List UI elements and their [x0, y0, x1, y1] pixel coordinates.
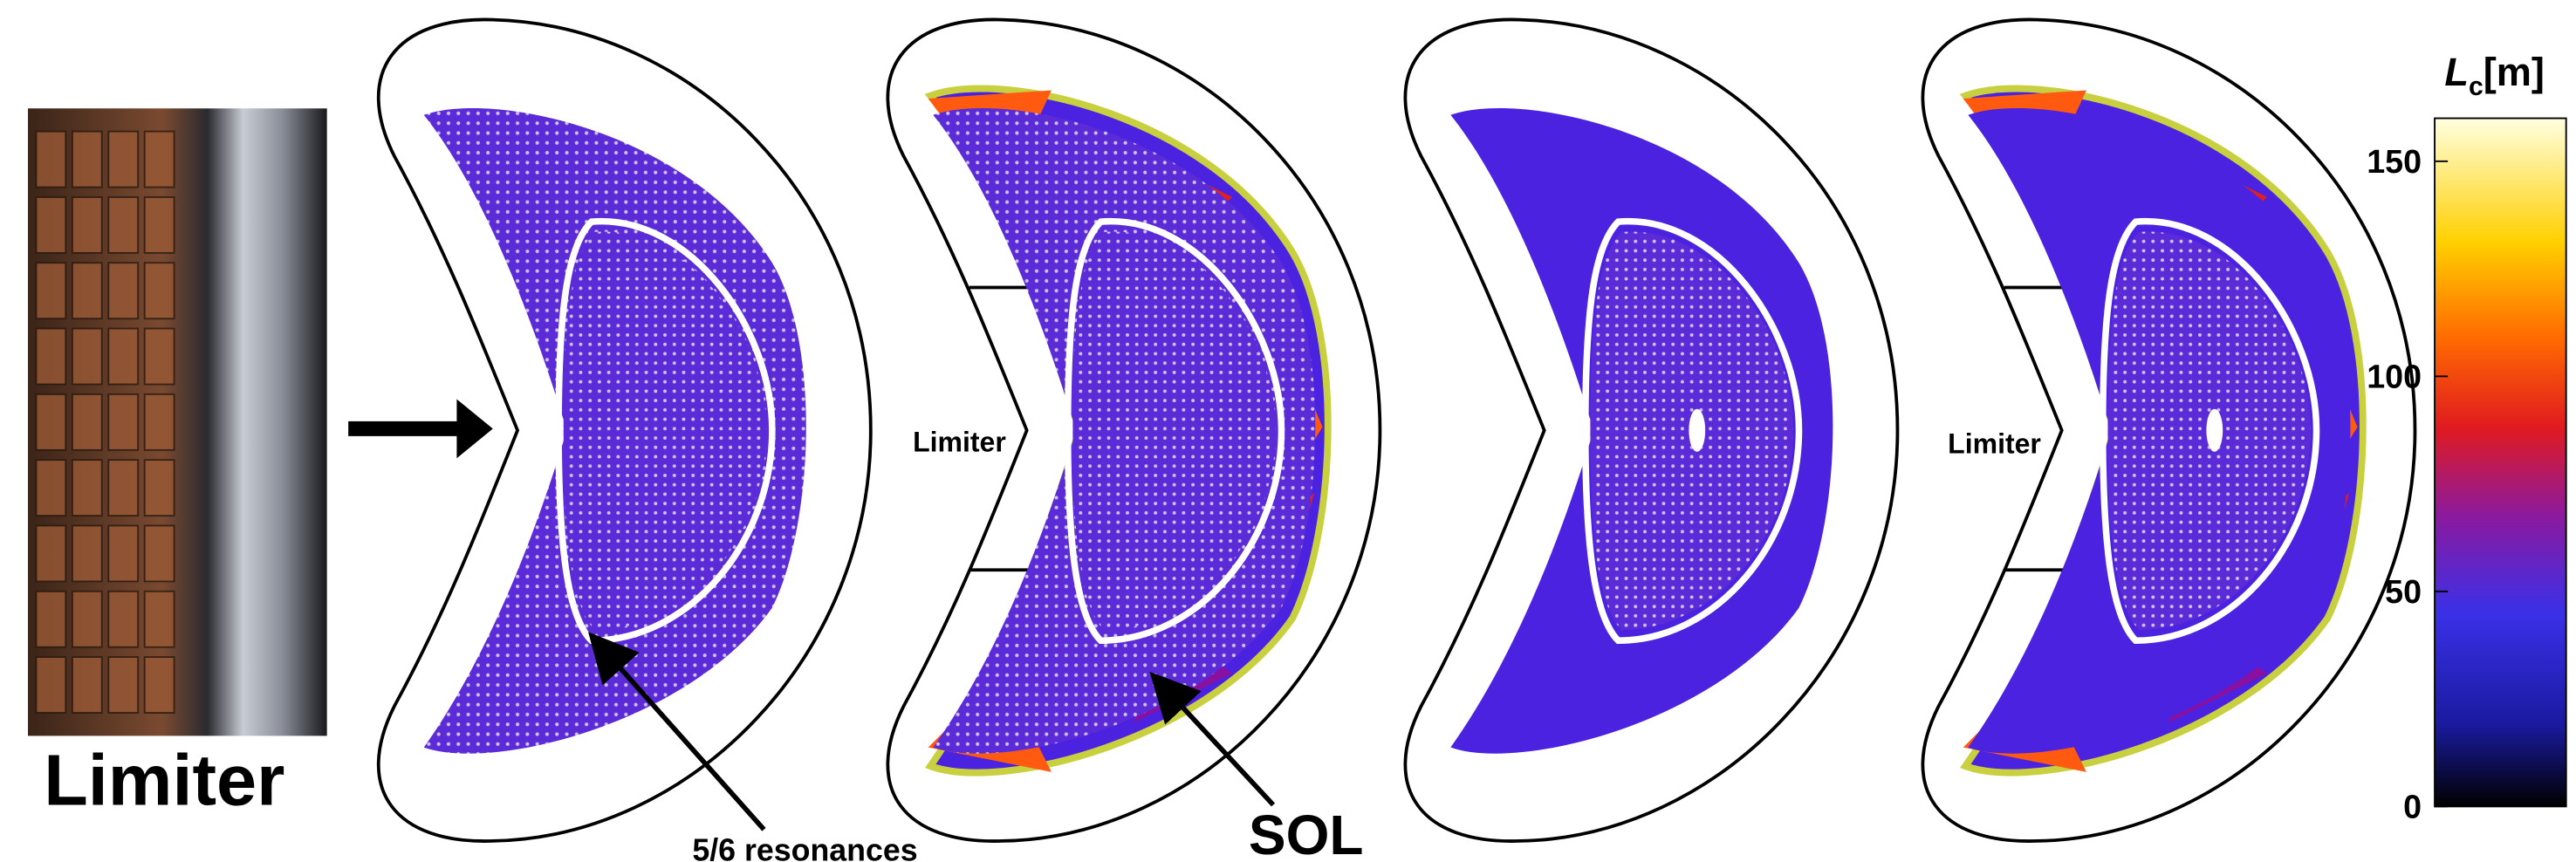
colorbar-unit: [m]: [2484, 50, 2545, 94]
tile: [72, 460, 102, 516]
tile: [72, 329, 102, 385]
panel-label: Limiter: [913, 427, 1006, 458]
tile: [36, 525, 65, 581]
arrow-head: [456, 399, 492, 458]
axis: [1689, 409, 1705, 452]
annotation: 5/6 resonances: [692, 832, 917, 862]
tile: [145, 657, 175, 713]
figure-label: Limiter: [44, 739, 284, 820]
tile: [72, 525, 102, 581]
colorbar: [2435, 119, 2566, 807]
tile: [145, 329, 175, 385]
colorbar-symbol: L: [2444, 50, 2469, 94]
tile: [36, 460, 65, 516]
page: Limiter Limiter Limiter 5/6 resonances S…: [0, 0, 2576, 862]
tile: [72, 197, 102, 253]
tile: [108, 197, 138, 253]
panel-label: Limiter: [1948, 428, 2041, 460]
tile: [72, 263, 102, 318]
tile: [36, 329, 65, 385]
colorbar-label: Lc[m]: [2444, 50, 2545, 101]
tile: [145, 132, 175, 188]
colorbar-tick-label: 50: [2385, 573, 2422, 610]
tile: [145, 197, 175, 253]
colorbar-tick-label: 0: [2403, 789, 2422, 825]
panel: [1405, 19, 1897, 841]
colorbar-subscript: c: [2469, 72, 2484, 101]
tile: [108, 394, 138, 450]
annotation: SOL: [1249, 804, 1364, 862]
tile: [72, 657, 102, 713]
tile: [108, 460, 138, 516]
tile: [108, 329, 138, 385]
tile: [145, 460, 175, 516]
figure: Limiter Limiter Limiter 5/6 resonances S…: [0, 0, 2576, 862]
photo: [28, 108, 327, 735]
tile: [72, 592, 102, 647]
tile: [36, 132, 65, 188]
axis: [2206, 409, 2223, 452]
tile: [108, 657, 138, 713]
tile: [36, 592, 65, 647]
tile: [72, 132, 102, 188]
tile: [108, 525, 138, 581]
tile: [36, 657, 65, 713]
tile: [108, 592, 138, 647]
tile: [145, 394, 175, 450]
tile: [108, 263, 138, 318]
tile: [145, 263, 175, 318]
tile: [36, 394, 65, 450]
tile: [145, 525, 175, 581]
colorbar-tick-label: 150: [2367, 143, 2422, 180]
tile: [108, 132, 138, 188]
tile: [36, 197, 65, 253]
tile: [145, 592, 175, 647]
tile: [72, 394, 102, 450]
tile: [36, 263, 65, 318]
colorbar-tick-label: 100: [2367, 359, 2422, 395]
